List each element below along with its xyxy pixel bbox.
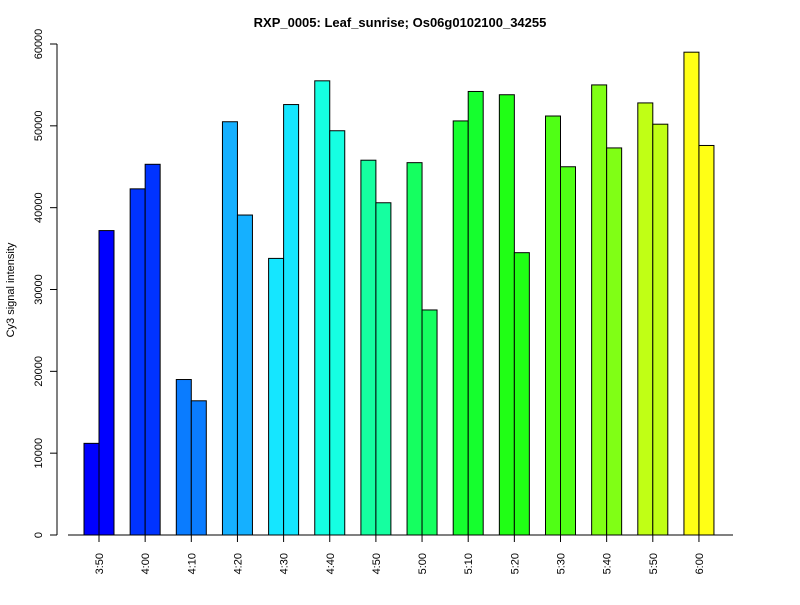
y-tick-label: 40000: [33, 192, 45, 223]
bar: [560, 166, 576, 536]
x-tick-label: 4:20: [232, 553, 244, 574]
bars: [83, 51, 715, 536]
x-tick-label: 5:50: [648, 553, 660, 574]
x-tick-label: 6:00: [694, 553, 706, 574]
y-tick-label: 60000: [33, 29, 45, 60]
bar: [221, 121, 238, 536]
bar: [375, 202, 392, 536]
x-axis: 3:50 4:00 4:10 4:20 4:30 4:40 4:50 5:00 5:10 5:20…: [68, 534, 733, 574]
bar: [360, 159, 377, 536]
bar: [144, 163, 161, 536]
x-tick-label: 4:10: [186, 553, 198, 574]
y-tick-label: 0: [33, 532, 45, 538]
bar: [175, 379, 192, 536]
bar: [98, 230, 115, 536]
y-tick-label: 30000: [33, 274, 45, 305]
bar: [467, 90, 484, 536]
x-tick-label: 4:30: [279, 553, 291, 574]
bar: [129, 188, 146, 536]
bar: [606, 147, 623, 536]
y-axis: 0 10000 20000 30000 40000 50000 60000: [33, 29, 58, 538]
bar: [683, 51, 700, 536]
bar: [236, 214, 253, 536]
chart-title: RXP_0005: Leaf_sunrise; Os06g0102100_342…: [254, 15, 547, 30]
bar: [652, 123, 669, 536]
bar: [637, 102, 654, 536]
bar: [545, 115, 561, 536]
bar: [513, 252, 530, 536]
bar: [83, 442, 100, 536]
bar: [190, 400, 207, 536]
x-tick-label: 5:30: [556, 553, 568, 574]
x-tick-label: 4:50: [371, 553, 383, 574]
x-tick-label: 5:40: [602, 553, 614, 574]
bar: [329, 130, 346, 536]
bar: [498, 94, 515, 536]
bar: [698, 144, 715, 536]
bar: [283, 104, 300, 536]
y-axis-label: Cy3 signal intensity: [5, 242, 17, 337]
y-tick-label: 50000: [33, 111, 45, 142]
bar: [591, 84, 608, 536]
x-tick-label: 5:20: [509, 553, 521, 574]
x-tick-label: 5:10: [463, 553, 475, 574]
x-tick-label: 3:50: [94, 553, 106, 574]
y-tick-label: 10000: [33, 438, 45, 469]
bar: [421, 309, 438, 536]
bar: [406, 162, 423, 536]
bar: [268, 257, 285, 536]
x-tick-label: 4:40: [325, 553, 337, 574]
y-tick-label: 20000: [33, 356, 45, 387]
x-tick-label: 4:00: [140, 553, 152, 574]
bar: [314, 80, 331, 536]
bar: [452, 120, 469, 536]
x-tick-label: 5:00: [417, 553, 429, 574]
